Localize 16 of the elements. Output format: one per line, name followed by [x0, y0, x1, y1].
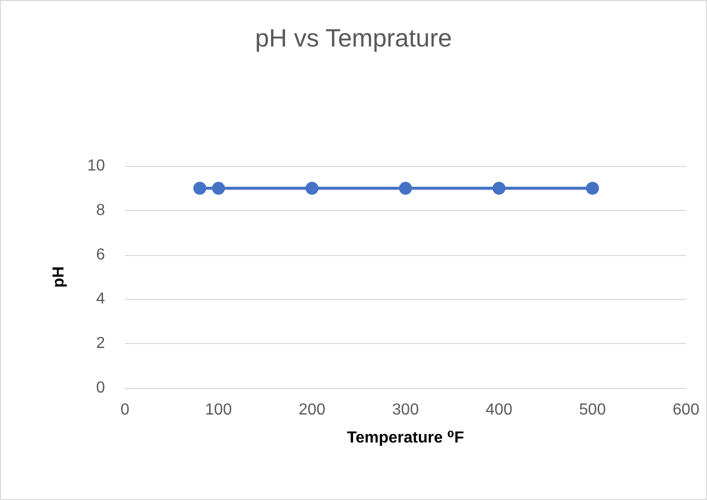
y-axis-title: pH — [50, 266, 68, 288]
x-tick-label: 300 — [392, 402, 419, 418]
x-tick-label: 200 — [298, 402, 326, 418]
y-tick-label: 8 — [96, 202, 106, 219]
x-axis-title: Temperature ⁰F — [347, 430, 464, 446]
x-tick-label: 600 — [672, 402, 700, 418]
y-tick-label: 10 — [87, 158, 106, 174]
y-tick-label: 6 — [96, 246, 106, 264]
y-tick-label: 0 — [96, 380, 106, 396]
x-tick-label: 0 — [120, 402, 130, 418]
x-tick-label: 400 — [486, 402, 512, 418]
y-tick-label: 4 — [96, 290, 106, 308]
x-tick-label: 100 — [205, 402, 232, 418]
y-tick-label: 2 — [96, 335, 106, 352]
chart-title: pH vs Temprature — [255, 24, 452, 52]
x-tick-label: 500 — [579, 402, 606, 418]
